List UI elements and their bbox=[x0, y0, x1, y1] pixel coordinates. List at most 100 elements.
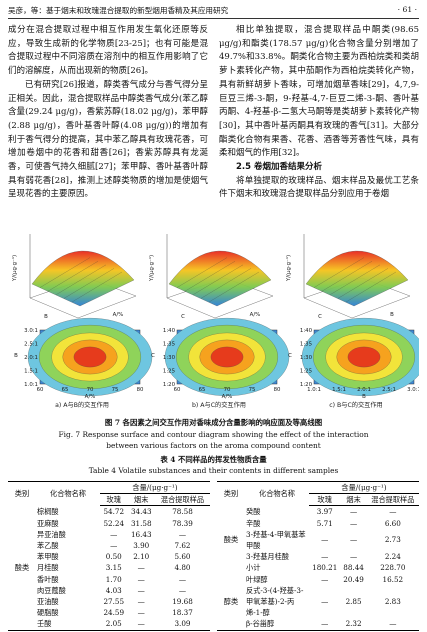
table-left: 类别 化合物名称 含量/(μg·g⁻¹) 玫瑰 烟末 混合提取样品 酸类 棕榈酸 54.72 34… bbox=[8, 481, 210, 631]
compound-cell: 硬脂酸 bbox=[37, 608, 59, 618]
contour-x-tick-label: 70 bbox=[87, 387, 94, 393]
surface-x-label: C bbox=[181, 314, 185, 320]
value-cell: — bbox=[389, 507, 397, 517]
surface-z-label: Y/(μg·g⁻¹) bbox=[11, 255, 18, 282]
compound-cell: 异亚油酸 bbox=[37, 529, 66, 539]
contour-y-tick-label: 1:20 bbox=[300, 382, 313, 388]
header-row: 类别 化合物名称 含量/(μg·g⁻¹) bbox=[217, 481, 419, 498]
header-cell: 混合提取样品 bbox=[366, 493, 419, 507]
paragraph: 已有研究[26]报道，醇类香气成分与香气得分呈正相关。因此，混合提取样品中醇类香… bbox=[8, 79, 208, 200]
table-row: 醇类 叶绿醇 — 20.49 16.52 bbox=[217, 574, 419, 606]
value-cell: 19.68 bbox=[172, 597, 193, 607]
value-cell: — bbox=[137, 619, 145, 629]
value-cell: 31.58 bbox=[130, 518, 152, 528]
table-row: 硬脂酸 24.59 — 18.37 bbox=[8, 607, 210, 618]
value-cell: 16.52 bbox=[382, 574, 404, 584]
header-cell: 玫瑰 bbox=[309, 493, 341, 507]
contour-y-label: C bbox=[151, 353, 155, 359]
surface-mesh bbox=[192, 264, 244, 295]
value-cell: — bbox=[349, 535, 358, 545]
contour-y-tick-label: 1.5:1 bbox=[24, 369, 38, 375]
table-row: 苯乙酸 — 3.90 7.62 bbox=[8, 540, 210, 551]
value-cell: 24.59 bbox=[103, 608, 125, 618]
value-cell: 4.03 bbox=[105, 585, 122, 595]
table-row: 3-羟基-4-甲氧基苯甲酸 — — 2.73 bbox=[217, 529, 419, 551]
value-cell: 54.72 bbox=[103, 507, 125, 517]
value-cell: — bbox=[389, 619, 397, 629]
contour-x-tick-label: 2.5:1 bbox=[382, 387, 396, 393]
header-cell: 含量/(μg·g⁻¹) bbox=[309, 481, 419, 495]
contour-x-tick-label: 75 bbox=[249, 387, 256, 393]
figure: Y/(μg·g⁻¹) B A/% 3.0:1 2.5:1 2.0:1 1.5:1 1.0:1 6… bbox=[11, 234, 419, 409]
category-cell: 酸类 bbox=[223, 535, 239, 545]
paragraph: 将单独提取的玫瑰样品、烟末样品及最优工艺条件下烟末和玫瑰混合提取样品分别应用于卷… bbox=[219, 175, 419, 200]
contour-x-tick-label: 1.0:1 bbox=[307, 387, 321, 393]
contour-y-tick-label: 3.0:1 bbox=[24, 328, 38, 334]
value-cell: 1.70 bbox=[105, 574, 122, 584]
value-cell: 16.43 bbox=[130, 529, 152, 539]
compound-cell: β-谷甾醇 bbox=[246, 619, 275, 629]
value-cell: 3.97 bbox=[316, 507, 333, 517]
value-cell: 180.21 bbox=[312, 563, 338, 573]
page-number: · 61 · bbox=[397, 5, 417, 14]
contour-x-tick-label: 65 bbox=[199, 387, 206, 393]
compound-cell: 壬酸 bbox=[37, 619, 52, 629]
table-row: 异亚油酸 — 16.43 — bbox=[8, 529, 210, 540]
surface-mesh bbox=[176, 257, 228, 288]
value-cell: — bbox=[178, 529, 187, 539]
surface-mesh bbox=[63, 268, 115, 299]
table-row: 3-羟基月桂酸 — — 2.24 bbox=[217, 551, 419, 562]
surface-mesh bbox=[47, 261, 99, 292]
contour-x-tick-label: 65 bbox=[62, 387, 69, 393]
category-cell: 醇类 bbox=[223, 597, 239, 607]
contour-y-tick-label: 2.0:1 bbox=[24, 355, 38, 361]
value-cell: — bbox=[110, 529, 118, 539]
compound-cell: 叶绿醇 bbox=[246, 574, 268, 584]
value-cell: 34.43 bbox=[130, 507, 152, 517]
header-row: 玫瑰 烟末 混合提取样品 bbox=[217, 493, 419, 507]
surface-mesh bbox=[71, 271, 123, 303]
compound-cell: 月桂酸 bbox=[37, 563, 59, 573]
value-cell: 7.62 bbox=[174, 541, 191, 551]
contour-x-label: A/% bbox=[222, 394, 233, 400]
table-right: 类别 化合物名称 含量/(μg·g⁻¹) 玫瑰 烟末 混合提取样品 酸类 癸酸 3.97— — 辛酸… bbox=[217, 481, 419, 631]
header-cell: 烟末 bbox=[127, 493, 155, 507]
value-cell: — bbox=[137, 608, 145, 618]
surface-z-label: Y/(μg·g⁻¹) bbox=[285, 255, 292, 282]
contour-x-tick-label: 60 bbox=[174, 387, 181, 393]
contour-x-tick-label: 2.0:1 bbox=[357, 387, 371, 393]
value-cell: — bbox=[321, 597, 329, 607]
contour-level bbox=[73, 346, 107, 368]
value-cell: 2.24 bbox=[384, 552, 401, 562]
header-rule bbox=[8, 18, 419, 19]
value-cell: 2.05 bbox=[105, 619, 122, 629]
contour-x-tick-label: 70 bbox=[224, 387, 231, 393]
surface-mesh bbox=[184, 261, 236, 292]
table-row: 亚油酸 27.55 — 19.68 bbox=[8, 596, 210, 607]
header-cell: 化合物名称 bbox=[50, 489, 86, 499]
contour-level bbox=[347, 346, 381, 368]
value-cell: 78.58 bbox=[172, 507, 193, 517]
contour-y-label: B bbox=[14, 353, 18, 359]
surface-mesh bbox=[39, 257, 91, 288]
running-title: 吴彦，等：基于烟末和玫瑰混合提取的新型烟用香精及其应用研究 bbox=[8, 6, 229, 15]
compound-cell: 辛酸 bbox=[246, 518, 261, 528]
compound-cell: 棕榈酸 bbox=[37, 507, 59, 517]
value-cell: — bbox=[321, 535, 329, 545]
surface-mesh bbox=[200, 268, 252, 299]
surface-y-label: B bbox=[390, 312, 394, 318]
panel-caption: b) A与C的交互作用 bbox=[192, 401, 246, 409]
value-cell: — bbox=[349, 507, 358, 517]
value-cell: — bbox=[137, 585, 145, 595]
contour-y-tick-label: 1:40 bbox=[300, 328, 313, 334]
left-column: 成分在混合提取过程中相互作用发生氧化还原等反应，导致生成新的化学物质[23-25… bbox=[8, 24, 208, 202]
contour-x-tick-label: 60 bbox=[37, 387, 44, 393]
compound-cell: 3-羟基月桂酸 bbox=[246, 552, 289, 562]
surface-mesh bbox=[329, 264, 381, 295]
contour-level bbox=[210, 346, 244, 368]
value-cell: 78.39 bbox=[172, 518, 193, 528]
table-row: 香叶酸 1.70 — — bbox=[8, 574, 210, 585]
category-cell: 酸类 bbox=[14, 563, 30, 573]
contour-y-tick-label: 1:35 bbox=[300, 342, 312, 348]
